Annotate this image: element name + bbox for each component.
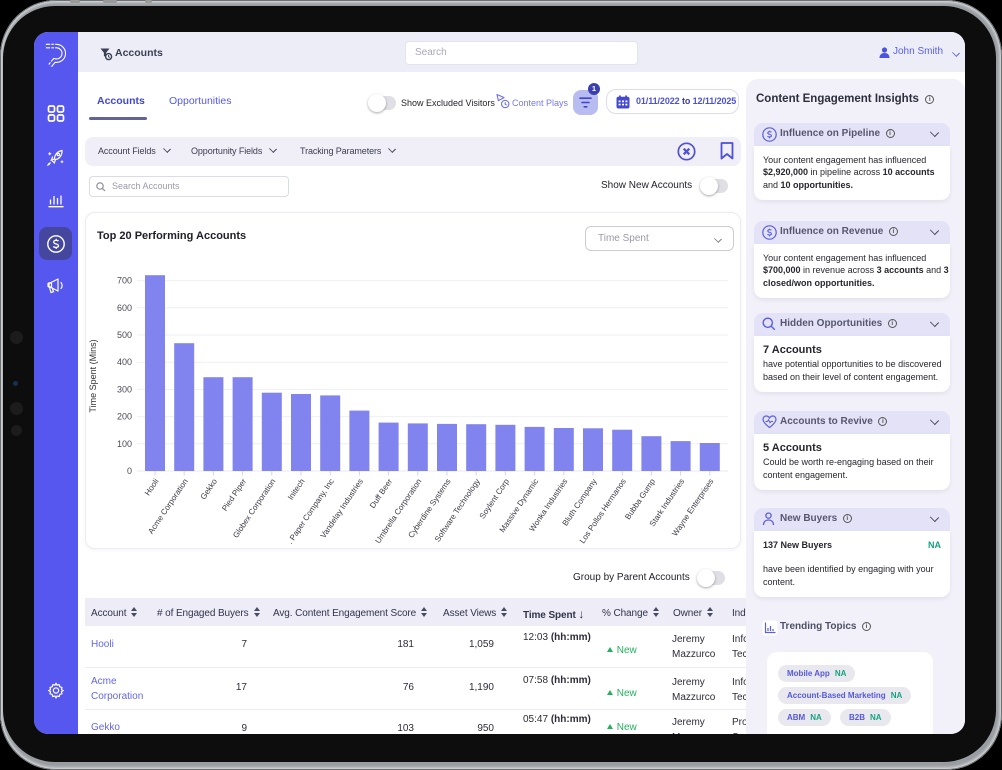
svg-text:0: 0	[127, 466, 132, 476]
svg-text:600: 600	[117, 303, 132, 313]
svg-text:700: 700	[117, 276, 132, 286]
svg-text:Pied Piper: Pied Piper	[220, 477, 248, 513]
svg-text:Duff Beer: Duff Beer	[368, 477, 394, 510]
svg-text:Soylent Corp: Soylent Corp	[478, 477, 512, 521]
svg-text:400: 400	[117, 357, 132, 367]
svg-text:500: 500	[117, 330, 132, 340]
svg-text:Time Spent (Mins): Time Spent (Mins)	[88, 339, 98, 412]
svg-text:200: 200	[117, 412, 132, 422]
svg-text:Initech: Initech	[286, 477, 307, 502]
svg-text:Bubba Gump: Bubba Gump	[623, 477, 657, 522]
svg-text:300: 300	[117, 384, 132, 394]
svg-text:Gekko: Gekko	[199, 477, 220, 502]
svg-text:Hooli: Hooli	[143, 477, 161, 497]
svg-text:100: 100	[117, 439, 132, 449]
